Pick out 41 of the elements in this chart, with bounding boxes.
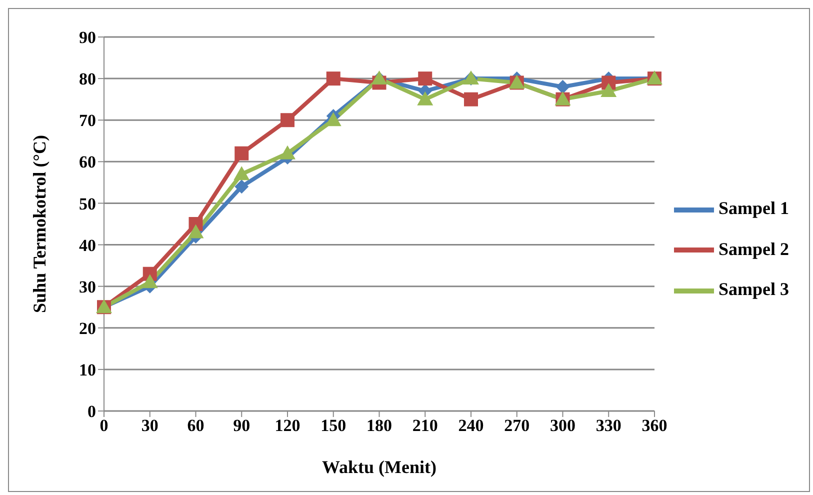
- x-tick-label: 150: [320, 416, 346, 436]
- y-tick-label: 10: [79, 360, 96, 380]
- legend-label: Sampel 1: [718, 198, 789, 218]
- x-axis-title: Waktu (Menit): [322, 457, 436, 477]
- x-tick-label: 270: [504, 416, 530, 436]
- point: [234, 180, 249, 194]
- legend-label: Sampel 3: [718, 279, 789, 300]
- point: [279, 145, 296, 160]
- point: [234, 166, 250, 180]
- x-tick-label: 30: [141, 416, 158, 436]
- x-tick-label: 330: [596, 416, 622, 436]
- y-tick-label: 60: [79, 152, 96, 172]
- x-tick-label: 120: [274, 416, 300, 436]
- point: [464, 92, 478, 106]
- y-tick-label: 50: [79, 194, 96, 214]
- y-tick-label: 90: [79, 28, 96, 48]
- point: [418, 72, 432, 86]
- y-tick-label: 80: [79, 70, 96, 89]
- y-tick-label: 0: [88, 402, 96, 422]
- y-tick-label: 70: [79, 111, 96, 130]
- point: [417, 91, 434, 106]
- x-tick-label: 90: [233, 416, 250, 436]
- point: [142, 274, 158, 288]
- point: [600, 83, 617, 98]
- x-tick-label: 0: [100, 416, 108, 436]
- point: [234, 146, 249, 160]
- point: [326, 72, 340, 86]
- legend-label: Sampel 2: [718, 238, 789, 259]
- x-tick-label: 210: [412, 416, 438, 436]
- x-tick-label: 300: [550, 416, 576, 436]
- point: [188, 224, 204, 238]
- y-tick-label: 40: [79, 236, 96, 255]
- y-tick-label: 30: [79, 277, 96, 296]
- x-tick-label: 180: [366, 416, 392, 436]
- point: [280, 113, 294, 128]
- x-tick-label: 60: [187, 416, 204, 436]
- x-tick-label: 240: [458, 416, 484, 436]
- x-tick-label: 360: [642, 416, 668, 436]
- y-axis-title: Suhu Termokotrol (°C): [29, 135, 50, 313]
- y-tick-label: 20: [79, 318, 96, 338]
- point: [556, 80, 570, 94]
